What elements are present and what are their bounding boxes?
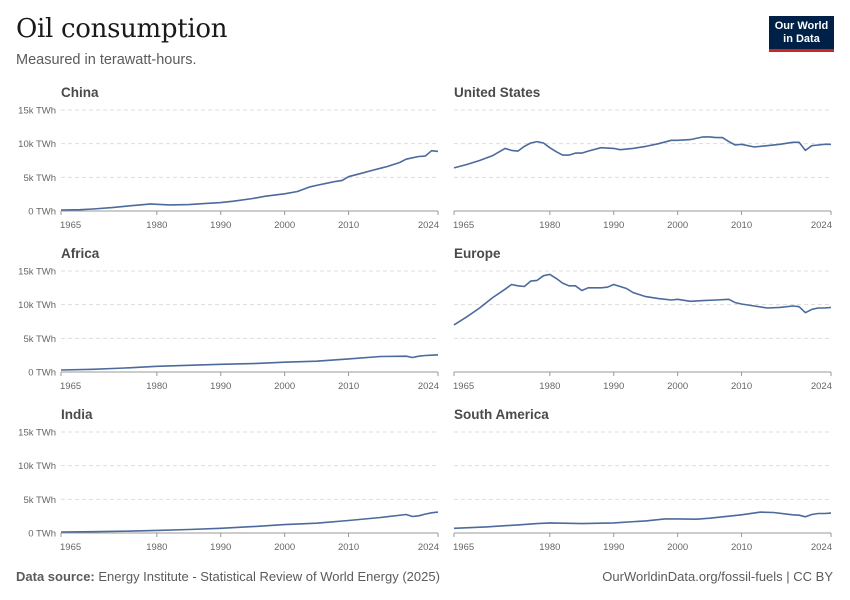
panel-south-america: South America 1965 1980 1990 2000 2010 2024 <box>453 407 832 553</box>
x-tick-label: 1990 <box>603 381 624 392</box>
data-source-text[interactable]: Energy Institute - Statistical Review of… <box>98 569 440 584</box>
small-multiples-chart: China 0 TWh 5k TWh 10k TWh 15k TWh 1965 1980 19… <box>18 85 832 553</box>
y-tick-label: 0 TWh <box>28 368 56 379</box>
x-tick-label: 1990 <box>210 381 231 392</box>
panel-africa: Africa 0 TWh 5k TWh 10k TWh 15k TWh 1965 1980 1… <box>18 246 439 392</box>
data-source: Data source: Energy Institute - Statisti… <box>16 569 440 584</box>
x-tick-label: 1990 <box>603 220 624 231</box>
x-tick-label: 1990 <box>603 542 624 553</box>
x-tick-label: 2000 <box>274 381 295 392</box>
x-tick-label: 2024 <box>811 381 832 392</box>
x-tick-label: 1965 <box>453 542 474 553</box>
panel-title-europe: Europe <box>454 246 501 261</box>
chart-subtitle: Measured in terawatt-hours. <box>16 52 197 68</box>
y-tick-label: 0 TWh <box>28 529 56 540</box>
series-line-africa <box>60 354 439 371</box>
x-tick-label: 2024 <box>811 220 832 231</box>
x-tick-label: 2000 <box>667 542 688 553</box>
data-source-label: Data source: <box>16 569 95 584</box>
x-tick-label: 1980 <box>539 542 560 553</box>
series-line-india <box>60 511 439 533</box>
footer-link[interactable]: OurWorldinData.org/fossil-fuels | CC BY <box>602 569 833 584</box>
x-tick-label: 2000 <box>667 381 688 392</box>
series-line-south-america <box>453 511 832 530</box>
y-tick-label: 10k TWh <box>18 139 56 150</box>
x-tick-label: 1980 <box>146 381 167 392</box>
x-tick-label: 2024 <box>811 542 832 553</box>
panel-europe: Europe 1965 1980 1990 2000 2010 2024 <box>453 246 832 392</box>
x-tick-label: 1980 <box>539 381 560 392</box>
y-tick-label: 10k TWh <box>18 300 56 311</box>
panel-india: India 0 TWh 5k TWh 10k TWh 15k TWh 1965 1980 19… <box>18 407 439 553</box>
x-tick-label: 2010 <box>731 542 752 553</box>
x-tick-label: 1990 <box>210 220 231 231</box>
x-tick-label: 2010 <box>338 381 359 392</box>
x-tick-label: 1965 <box>60 381 81 392</box>
y-tick-label: 5k TWh <box>23 173 56 184</box>
x-tick-label: 2010 <box>731 381 752 392</box>
panel-title-china: China <box>61 85 99 100</box>
y-tick-label: 10k TWh <box>18 461 56 472</box>
x-tick-label: 1965 <box>453 381 474 392</box>
panel-title-south-america: South America <box>454 407 549 422</box>
x-tick-label: 1980 <box>146 542 167 553</box>
x-tick-label: 2000 <box>274 220 295 231</box>
y-tick-label: 15k TWh <box>18 106 56 117</box>
x-tick-label: 2024 <box>418 542 439 553</box>
panel-title-india: India <box>61 407 93 422</box>
x-tick-label: 2010 <box>338 220 359 231</box>
x-tick-label: 2024 <box>418 220 439 231</box>
x-tick-label: 2000 <box>274 542 295 553</box>
y-tick-label: 15k TWh <box>18 267 56 278</box>
y-tick-label: 0 TWh <box>28 207 56 218</box>
x-tick-label: 1965 <box>60 220 81 231</box>
series-line-europe <box>453 273 832 326</box>
series-line-china <box>60 149 439 211</box>
x-tick-label: 2010 <box>731 220 752 231</box>
panel-title-united-states: United States <box>454 85 540 100</box>
chart-title: Oil consumption <box>16 14 228 44</box>
panel-china: China 0 TWh 5k TWh 10k TWh 15k TWh 1965 1980 19… <box>18 85 439 231</box>
panel-title-africa: Africa <box>61 246 100 261</box>
x-tick-label: 1965 <box>60 542 81 553</box>
logo-line-1: Our World <box>774 20 829 32</box>
x-tick-label: 2010 <box>338 542 359 553</box>
y-tick-label: 5k TWh <box>23 495 56 506</box>
y-tick-label: 5k TWh <box>23 334 56 345</box>
x-tick-label: 1980 <box>539 220 560 231</box>
y-tick-label: 15k TWh <box>18 428 56 439</box>
panel-united-states: United States 1965 1980 1990 2000 2010 2024 <box>453 85 832 231</box>
x-tick-label: 2000 <box>667 220 688 231</box>
x-tick-label: 1980 <box>146 220 167 231</box>
owid-logo[interactable]: Our World in Data <box>769 16 834 52</box>
x-tick-label: 1990 <box>210 542 231 553</box>
series-line-united-states <box>453 136 831 169</box>
logo-line-2: in Data <box>783 33 820 45</box>
x-tick-label: 1965 <box>453 220 474 231</box>
x-tick-label: 2024 <box>418 381 439 392</box>
